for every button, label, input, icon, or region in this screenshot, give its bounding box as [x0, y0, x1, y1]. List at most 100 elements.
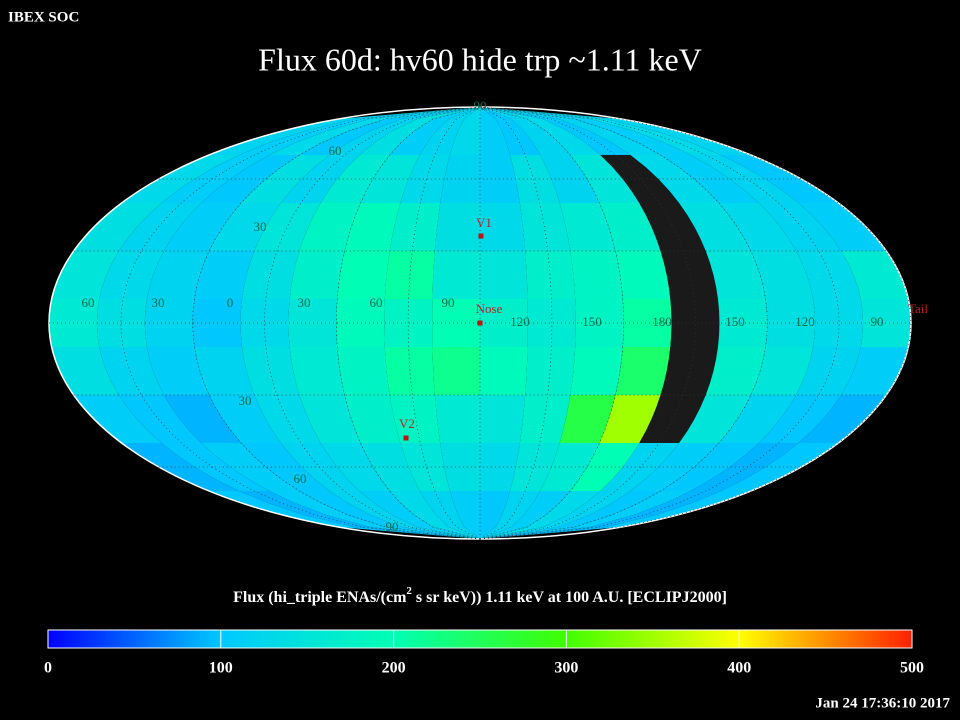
flux-cell — [432, 347, 480, 395]
flux-cell — [419, 107, 480, 155]
latitude-label: 60 — [294, 471, 307, 486]
colorbar-gradient — [47, 629, 913, 649]
colorbar-tick-label: 300 — [554, 660, 578, 677]
flux-cell — [480, 107, 571, 155]
flux-cell — [449, 491, 480, 539]
hidden-cell — [660, 347, 718, 395]
flux-cell — [705, 251, 766, 299]
flux-cell — [717, 299, 768, 347]
longitude-label: 0 — [227, 295, 234, 310]
flux-cell — [336, 299, 385, 347]
flux-cell — [798, 395, 887, 443]
flux-cell — [527, 299, 576, 347]
flux-cell — [337, 251, 390, 299]
flux-cell — [480, 107, 721, 155]
flux-cell — [242, 251, 300, 299]
flux-cell — [540, 443, 600, 491]
latitude-label: 30 — [254, 219, 267, 234]
latitude-label: 60 — [329, 143, 342, 158]
colorbar: 0 100 200 300 400 500 — [44, 629, 924, 677]
flux-cell — [480, 443, 520, 491]
flux-cell — [480, 395, 526, 443]
flux-cell — [525, 251, 576, 299]
colorbar-tick-label: 400 — [727, 660, 751, 677]
flux-cell — [432, 299, 480, 347]
flux-cell — [384, 299, 433, 347]
flux-cell — [841, 347, 909, 395]
flux-cell — [575, 299, 624, 347]
flux-cell — [480, 299, 528, 347]
flux-cell — [289, 251, 345, 299]
flux-cell — [201, 443, 300, 491]
longitude-label: 180 — [652, 314, 672, 329]
flux-cell — [239, 491, 480, 539]
flux-cell — [480, 107, 541, 155]
flux-cell — [796, 347, 861, 395]
meridian — [335, 106, 481, 540]
flux-cell — [118, 203, 202, 251]
flux-cell — [389, 491, 480, 539]
timestamp: Jan 24 17:36:10 2017 — [815, 695, 950, 711]
meridian — [479, 106, 696, 540]
longitude-label: 30 — [298, 295, 311, 310]
flux-cell — [480, 491, 601, 539]
flux-cell — [400, 443, 450, 491]
colorbar-tick-label: 0 — [44, 660, 52, 677]
flux-cell — [796, 251, 861, 299]
flux-cell — [750, 251, 814, 299]
flux-cell — [750, 347, 814, 395]
longitude-label: 90 — [442, 295, 455, 310]
flux-cell — [146, 251, 210, 299]
flux-cell — [360, 443, 420, 491]
flux-cell — [480, 491, 511, 539]
flux-cell — [299, 395, 361, 443]
flux-cell — [679, 395, 751, 443]
longitude-label: 90 — [871, 314, 884, 329]
flux-cell — [269, 491, 480, 539]
flux-cell — [360, 155, 420, 203]
flux-cell — [841, 251, 909, 299]
flux-cell — [337, 347, 390, 395]
longitude-label: 150 — [582, 314, 602, 329]
flux-cell — [622, 299, 672, 347]
marker-label: V2 — [399, 416, 415, 431]
flux-cell — [241, 443, 330, 491]
marker-dot — [478, 233, 484, 239]
flux-cell — [384, 251, 435, 299]
flux-cell — [99, 347, 164, 395]
flux-cell — [480, 491, 661, 539]
flux-cell — [239, 107, 480, 155]
flux-cell — [615, 347, 671, 395]
longitude-label: 150 — [725, 314, 745, 329]
flux-cell — [432, 251, 480, 299]
flux-cell — [194, 251, 255, 299]
map-title: Flux 60d: hv60 hide trp ~1.11 keV — [258, 41, 702, 77]
flux-cell — [51, 347, 119, 395]
meridian — [479, 106, 625, 540]
marker-dot — [403, 435, 409, 441]
flux-cell — [519, 203, 571, 251]
marker-label: Tail — [908, 301, 928, 316]
flux-cell — [480, 107, 751, 155]
flux-cell — [288, 299, 338, 347]
flux-cell — [559, 395, 616, 443]
source-label: IBEX SOC — [8, 9, 79, 25]
flux-cell — [525, 347, 576, 395]
meridian — [192, 106, 481, 540]
flux-cell — [201, 155, 300, 203]
flux-cell — [480, 491, 571, 539]
longitude-label: 30 — [152, 295, 165, 310]
flux-cell — [389, 107, 480, 155]
flux-cell — [480, 347, 528, 395]
hidden-cell — [670, 299, 720, 347]
flux-cell — [242, 347, 300, 395]
flux-cell — [599, 395, 661, 443]
flux-cell — [434, 203, 480, 251]
latitude-label: 30 — [239, 393, 252, 408]
map-overlay: 60 30 0 30 60 90 120 150 180 150 120 90 90 60 30 30 60 90… — [48, 98, 928, 540]
flux-cell — [690, 443, 799, 491]
flux-cell — [209, 203, 281, 251]
flux-cell — [359, 107, 480, 155]
flux-cell — [615, 251, 671, 299]
